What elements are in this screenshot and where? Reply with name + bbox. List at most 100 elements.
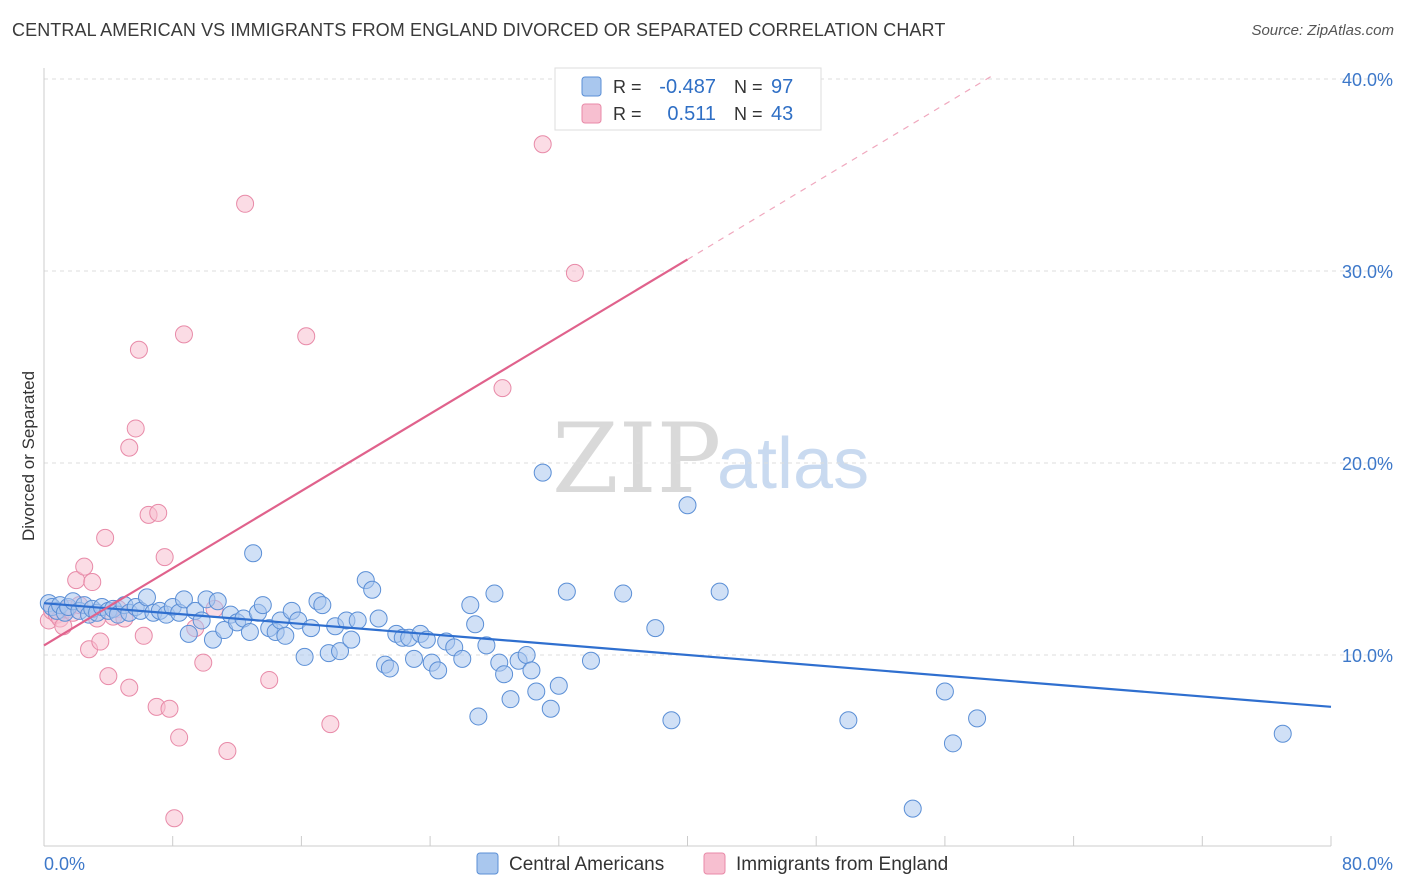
trend-line-england bbox=[43, 258, 689, 647]
data-point-england bbox=[75, 557, 94, 576]
data-point-central-american bbox=[495, 665, 514, 684]
source-label: Source: ZipAtlas.com bbox=[1251, 22, 1394, 39]
data-point-central-american bbox=[614, 584, 633, 603]
data-point-central-american bbox=[662, 711, 681, 730]
legend-n-value-1: 97 bbox=[771, 76, 793, 98]
data-point-england bbox=[170, 728, 189, 747]
data-point-england bbox=[533, 135, 552, 154]
data-point-central-american bbox=[174, 590, 193, 609]
data-point-central-american bbox=[466, 615, 485, 634]
bottom-legend-label-england: Immigrants from England bbox=[736, 854, 948, 875]
bottom-legend-swatch-pink bbox=[703, 852, 726, 875]
data-point-central-american bbox=[903, 799, 922, 818]
data-point-central-american bbox=[405, 649, 424, 668]
data-point-england bbox=[165, 809, 184, 828]
data-point-central-american bbox=[295, 647, 314, 666]
bottom-legend-swatch-blue bbox=[476, 852, 499, 875]
data-point-central-american bbox=[557, 582, 576, 601]
data-point-central-american bbox=[1273, 724, 1292, 743]
data-point-england bbox=[120, 438, 139, 457]
legend-r-value-1: -0.487 bbox=[659, 76, 716, 98]
data-point-central-american bbox=[208, 592, 227, 611]
x-tick-label-max: 80.0% bbox=[1342, 854, 1393, 874]
data-point-england bbox=[218, 742, 237, 760]
data-point-central-american bbox=[581, 651, 600, 670]
data-point-central-american bbox=[179, 624, 198, 643]
legend-swatch-blue bbox=[581, 76, 602, 97]
series-legend: Central Americans Immigrants from Englan… bbox=[476, 852, 948, 875]
y-tick-label: 10.0% bbox=[1342, 646, 1393, 666]
series-immigrants-from-england-points bbox=[39, 135, 584, 828]
y-tick-labels: 10.0% 20.0% 30.0% 40.0% bbox=[1342, 70, 1393, 666]
data-point-central-american bbox=[522, 661, 541, 680]
x-tick-label-min: 0.0% bbox=[44, 854, 85, 874]
legend-swatch-pink bbox=[581, 103, 602, 124]
series-central-americans-points bbox=[39, 463, 1292, 818]
data-point-england bbox=[120, 678, 139, 697]
chart-title: CENTRAL AMERICAN VS IMMIGRANTS FROM ENGL… bbox=[12, 20, 946, 40]
data-point-central-american bbox=[469, 707, 488, 726]
data-point-central-american bbox=[240, 622, 259, 641]
data-point-central-american bbox=[461, 596, 480, 615]
grid-lines bbox=[44, 78, 1392, 656]
x-tick-marks bbox=[172, 836, 1332, 846]
data-point-central-american bbox=[501, 690, 520, 709]
data-point-central-american bbox=[244, 544, 263, 563]
data-point-central-american bbox=[968, 709, 987, 728]
data-point-england bbox=[149, 503, 168, 522]
data-point-central-american bbox=[302, 619, 321, 638]
data-point-central-american bbox=[549, 676, 568, 695]
data-point-central-american bbox=[453, 649, 472, 668]
data-point-central-american bbox=[646, 619, 665, 638]
data-point-central-american bbox=[348, 611, 367, 630]
legend-r-value-2: 0.511 bbox=[667, 103, 716, 125]
legend-n-value-2: 43 bbox=[771, 103, 793, 125]
data-point-central-american bbox=[429, 661, 448, 680]
data-point-england bbox=[83, 573, 102, 592]
data-point-england bbox=[297, 327, 316, 346]
data-point-central-american bbox=[485, 584, 504, 603]
data-point-england bbox=[134, 626, 153, 645]
data-point-central-american bbox=[253, 596, 272, 615]
watermark-zip: ZIP bbox=[552, 403, 721, 515]
data-point-central-american bbox=[313, 596, 332, 615]
data-point-central-american bbox=[276, 626, 295, 645]
data-point-central-american bbox=[342, 630, 361, 649]
data-point-central-american bbox=[533, 463, 552, 482]
legend-n-label-2: N = bbox=[734, 104, 763, 124]
data-point-england bbox=[91, 632, 110, 651]
y-tick-label: 40.0% bbox=[1342, 70, 1393, 90]
data-point-england bbox=[236, 194, 255, 213]
data-point-central-american bbox=[363, 580, 382, 599]
data-point-england bbox=[129, 340, 148, 359]
y-tick-label: 20.0% bbox=[1342, 454, 1393, 474]
data-point-central-american bbox=[839, 711, 858, 730]
legend-r-label-1: R = bbox=[613, 77, 642, 97]
legend-n-label-1: N = bbox=[734, 77, 763, 97]
data-point-central-american bbox=[710, 582, 729, 601]
data-point-england bbox=[160, 699, 179, 718]
data-point-england bbox=[99, 667, 118, 686]
data-point-england bbox=[155, 548, 174, 567]
data-point-central-american bbox=[369, 609, 388, 628]
data-point-central-american bbox=[477, 636, 496, 655]
data-point-england bbox=[565, 263, 584, 282]
data-point-central-american bbox=[541, 699, 560, 718]
data-point-england bbox=[321, 715, 340, 734]
data-point-central-american bbox=[527, 682, 546, 701]
y-axis-label: Divorced or Separated bbox=[19, 371, 38, 541]
watermark-atlas: atlas bbox=[717, 424, 869, 504]
data-point-england bbox=[260, 670, 279, 689]
correlation-legend: R = -0.487 N = 97 R = 0.511 N = 43 bbox=[554, 67, 822, 131]
bottom-legend-label-central-americans: Central Americans bbox=[509, 854, 664, 875]
trend-line-central-americans bbox=[43, 602, 1332, 708]
legend-r-label-2: R = bbox=[613, 104, 642, 124]
data-point-england bbox=[96, 528, 115, 547]
trend-lines bbox=[43, 74, 1332, 708]
data-point-england bbox=[194, 653, 213, 672]
data-point-england bbox=[493, 379, 512, 398]
x-tick-labels: 0.0% 80.0% bbox=[44, 854, 1393, 874]
data-point-central-american bbox=[517, 646, 536, 664]
y-tick-label: 30.0% bbox=[1342, 262, 1393, 282]
